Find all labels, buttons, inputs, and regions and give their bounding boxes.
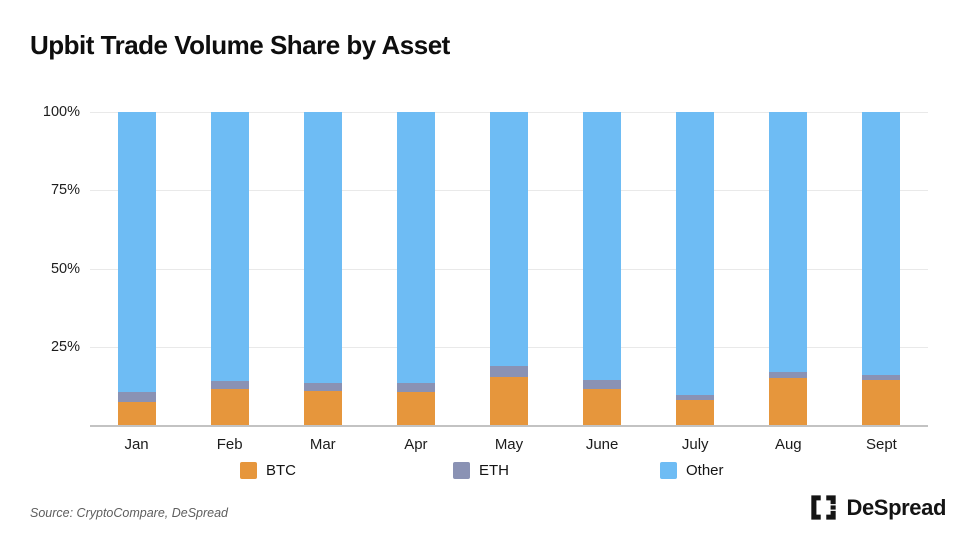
x-tick-label-aug: Aug — [774, 436, 802, 453]
x-tick-label-july: July — [681, 436, 709, 453]
bar-segment-eth-june — [583, 379, 622, 390]
y-tick-label-25: 25% — [50, 338, 80, 355]
bar-segment-other-july — [676, 112, 715, 396]
bar-segment-btc-may — [489, 376, 528, 425]
bar-feb — [210, 112, 249, 425]
bar-segment-other-feb — [210, 112, 249, 382]
bar-segment-eth-jan — [117, 392, 156, 402]
bar-jan — [117, 112, 156, 425]
y-tick-label-75: 75% — [50, 182, 80, 199]
bar-apr — [396, 112, 435, 425]
x-tick-label-june: June — [585, 436, 619, 453]
eth-color-swatch — [453, 462, 470, 479]
x-axis-labels: Jan Feb Mar Apr May June July Aug Sept — [90, 436, 928, 453]
bar-segment-other-may — [489, 112, 528, 366]
legend-label-eth: ETH — [479, 462, 509, 479]
legend-item-other: Other — [660, 462, 724, 479]
bar-july — [676, 112, 715, 425]
x-tick-label-sept: Sept — [865, 436, 897, 453]
bar-segment-eth-feb — [210, 381, 249, 390]
bar-segment-btc-july — [676, 399, 715, 425]
x-tick-label-jan: Jan — [124, 436, 149, 453]
bar-segment-other-mar — [303, 112, 342, 383]
bar-mar — [303, 112, 342, 425]
bar-segment-eth-aug — [769, 371, 808, 379]
bar-may — [489, 112, 528, 425]
bar-segment-other-jan — [117, 112, 156, 393]
bar-segment-eth-apr — [396, 382, 435, 393]
legend-label-btc: BTC — [266, 462, 296, 479]
bar-segment-eth-july — [676, 395, 715, 400]
legend-item-btc: BTC — [240, 462, 296, 479]
x-axis-line — [90, 425, 928, 427]
bar-segment-other-aug — [769, 112, 808, 372]
bars-container — [90, 112, 928, 425]
bar-segment-btc-june — [583, 389, 622, 425]
x-tick-label-mar: Mar — [309, 436, 336, 453]
bar-segment-btc-sept — [862, 379, 901, 425]
bar-segment-eth-sept — [862, 374, 901, 380]
bar-aug — [769, 112, 808, 425]
x-tick-label-feb: Feb — [216, 436, 243, 453]
bar-segment-eth-mar — [303, 382, 342, 391]
y-tick-label-50: 50% — [50, 260, 80, 277]
other-color-swatch — [660, 462, 677, 479]
legend-label-other: Other — [686, 462, 724, 479]
bar-segment-btc-mar — [303, 390, 342, 425]
bar-june — [583, 112, 622, 425]
chart-title: Upbit Trade Volume Share by Asset — [30, 30, 450, 60]
btc-color-swatch — [240, 462, 257, 479]
bar-segment-btc-apr — [396, 392, 435, 425]
bar-segment-other-june — [583, 112, 622, 380]
x-tick-label-apr: Apr — [404, 436, 428, 453]
y-tick-label-100: 100% — [42, 104, 80, 120]
despread-brackets-icon — [811, 495, 837, 520]
bar-segment-btc-jan — [117, 401, 156, 425]
brand-name: DeSpread — [846, 494, 946, 520]
bar-segment-other-sept — [862, 112, 901, 375]
y-axis-labels: 100% 75% 50% 25% — [20, 104, 90, 425]
bar-segment-eth-may — [489, 365, 528, 377]
chart-legend: BTC ETH Other — [0, 462, 972, 484]
legend-item-eth: ETH — [453, 462, 509, 479]
bar-segment-other-apr — [396, 112, 435, 383]
brand-logo: DeSpread — [808, 492, 946, 523]
plot-area: 100% 75% 50% 25% — [43, 104, 928, 427]
bar-sept — [862, 112, 901, 425]
bar-segment-btc-aug — [769, 378, 808, 425]
bar-segment-btc-feb — [210, 389, 249, 425]
x-tick-label-may: May — [494, 436, 524, 453]
source-note: Source: CryptoCompare, DeSpread — [30, 506, 229, 520]
